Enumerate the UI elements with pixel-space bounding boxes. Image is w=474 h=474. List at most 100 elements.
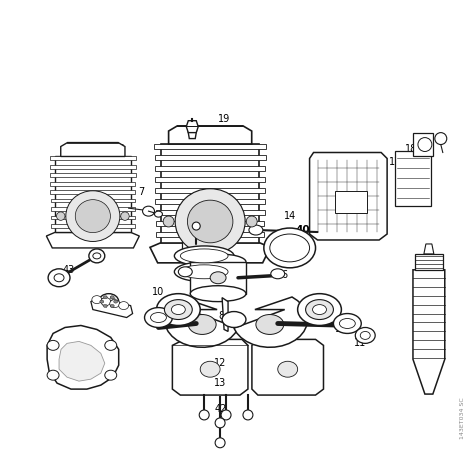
Ellipse shape: [101, 298, 111, 306]
Bar: [50, 190, 135, 194]
Bar: [50, 182, 136, 186]
Bar: [190, 262, 246, 294]
Ellipse shape: [180, 249, 228, 263]
Ellipse shape: [312, 305, 327, 315]
Bar: [156, 221, 264, 226]
Ellipse shape: [47, 340, 59, 350]
Ellipse shape: [356, 328, 375, 343]
Ellipse shape: [306, 300, 333, 319]
Ellipse shape: [100, 300, 104, 303]
Ellipse shape: [103, 304, 107, 308]
Polygon shape: [150, 243, 270, 263]
Ellipse shape: [121, 212, 129, 220]
Ellipse shape: [215, 418, 225, 428]
Bar: [51, 224, 135, 228]
Ellipse shape: [418, 137, 432, 152]
Text: 42: 42: [214, 404, 227, 414]
Ellipse shape: [215, 438, 225, 448]
Ellipse shape: [47, 370, 59, 380]
Bar: [155, 166, 265, 171]
Bar: [51, 199, 135, 202]
Ellipse shape: [172, 305, 185, 315]
Text: 20: 20: [423, 334, 435, 345]
Ellipse shape: [175, 189, 245, 254]
Ellipse shape: [164, 300, 192, 319]
Ellipse shape: [199, 410, 209, 420]
Bar: [51, 216, 135, 219]
Ellipse shape: [54, 274, 64, 282]
Polygon shape: [46, 232, 139, 248]
Ellipse shape: [278, 361, 298, 377]
Ellipse shape: [200, 361, 220, 377]
Bar: [336, 191, 367, 213]
Ellipse shape: [155, 211, 163, 217]
Text: 10: 10: [336, 325, 347, 335]
Bar: [155, 144, 266, 149]
Text: 7: 7: [138, 187, 145, 197]
Ellipse shape: [187, 200, 233, 243]
Ellipse shape: [105, 340, 117, 350]
Ellipse shape: [118, 301, 128, 310]
Ellipse shape: [103, 296, 107, 299]
Text: 5: 5: [278, 259, 284, 269]
Bar: [155, 210, 264, 215]
Text: 40,41: 40,41: [296, 225, 329, 235]
Polygon shape: [187, 127, 197, 138]
Text: 16: 16: [371, 175, 383, 185]
Text: 13: 13: [182, 203, 194, 213]
Ellipse shape: [174, 246, 234, 266]
Polygon shape: [173, 339, 248, 395]
Ellipse shape: [180, 265, 228, 279]
Ellipse shape: [271, 269, 285, 279]
Text: 9: 9: [316, 301, 322, 310]
Text: 6: 6: [172, 235, 178, 245]
Ellipse shape: [190, 254, 246, 270]
Text: 12: 12: [214, 358, 227, 368]
Ellipse shape: [99, 294, 118, 310]
Ellipse shape: [151, 312, 166, 322]
Ellipse shape: [190, 286, 246, 301]
Ellipse shape: [243, 410, 253, 420]
Text: 143ET034 SC: 143ET034 SC: [460, 397, 465, 439]
Polygon shape: [310, 153, 387, 240]
Text: 44: 44: [91, 297, 103, 307]
Ellipse shape: [89, 249, 105, 263]
Text: 17: 17: [389, 157, 401, 167]
Polygon shape: [252, 339, 323, 395]
Ellipse shape: [92, 296, 102, 304]
Ellipse shape: [270, 234, 310, 262]
Polygon shape: [413, 270, 445, 394]
Polygon shape: [234, 297, 308, 347]
Bar: [50, 173, 136, 177]
Ellipse shape: [56, 212, 65, 220]
Ellipse shape: [256, 315, 284, 335]
Text: 3: 3: [248, 253, 254, 263]
Text: 9: 9: [174, 301, 180, 310]
Ellipse shape: [93, 253, 101, 259]
Bar: [55, 156, 131, 232]
Text: 10: 10: [152, 287, 164, 297]
Ellipse shape: [192, 222, 200, 230]
Bar: [51, 207, 135, 211]
Polygon shape: [424, 244, 434, 254]
Text: 14: 14: [284, 211, 296, 221]
Text: 8: 8: [218, 310, 224, 320]
Polygon shape: [413, 133, 433, 156]
Polygon shape: [169, 126, 252, 144]
Ellipse shape: [339, 319, 356, 328]
Ellipse shape: [264, 228, 316, 268]
Ellipse shape: [178, 267, 192, 277]
Ellipse shape: [246, 216, 257, 227]
Polygon shape: [47, 326, 118, 389]
Polygon shape: [182, 242, 228, 260]
Text: 6: 6: [282, 270, 288, 280]
Text: 19: 19: [218, 114, 230, 124]
Ellipse shape: [333, 313, 361, 333]
Text: 1: 1: [220, 154, 226, 164]
Ellipse shape: [435, 133, 447, 145]
Ellipse shape: [174, 262, 234, 282]
Ellipse shape: [210, 272, 226, 284]
Bar: [161, 144, 259, 243]
Ellipse shape: [66, 191, 120, 241]
Ellipse shape: [163, 216, 174, 227]
